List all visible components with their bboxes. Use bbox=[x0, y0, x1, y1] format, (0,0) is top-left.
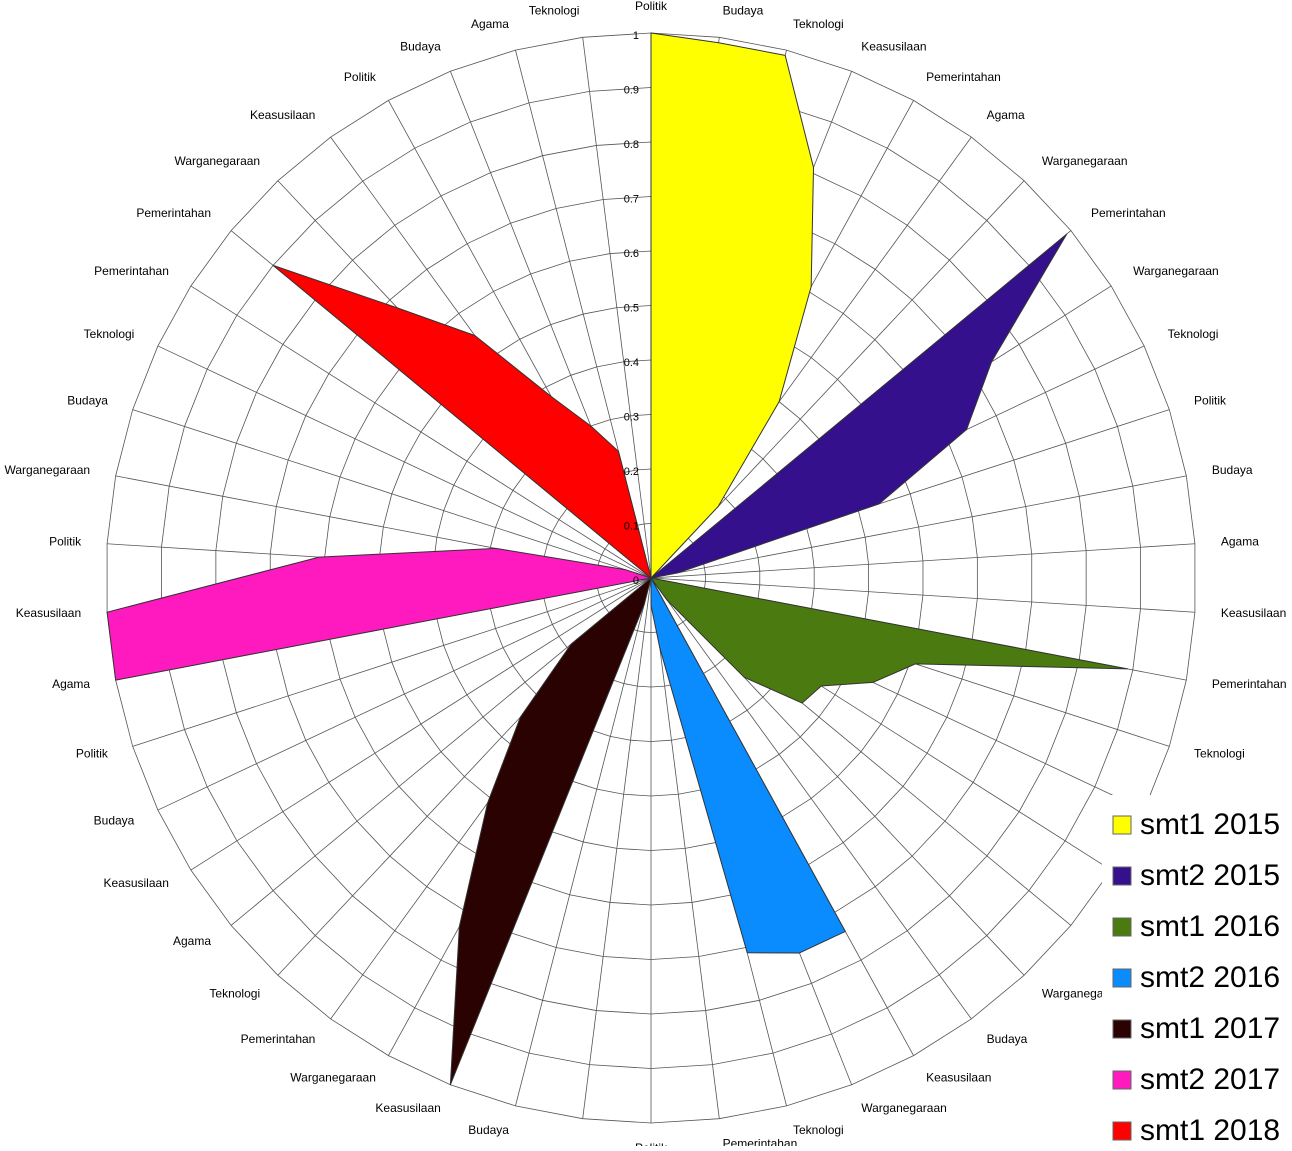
category-label: Budaya bbox=[987, 1032, 1028, 1046]
y-tick-label: 0 bbox=[633, 575, 639, 587]
y-tick-label: 0.5 bbox=[624, 302, 639, 314]
legend-swatch bbox=[1112, 1070, 1132, 1090]
y-tick-label: 0.6 bbox=[624, 248, 639, 260]
legend-label: smt1 2018 bbox=[1140, 1114, 1280, 1146]
series-area bbox=[650, 577, 1128, 704]
y-tick-label: 0.8 bbox=[624, 139, 639, 151]
y-tick-label: 0.2 bbox=[624, 466, 639, 478]
category-label: Politik bbox=[1194, 394, 1227, 408]
category-label: Budaya bbox=[94, 813, 135, 827]
legend-label: smt2 2015 bbox=[1140, 859, 1280, 892]
category-label: Politik bbox=[635, 1141, 668, 1146]
y-tick-label: 1 bbox=[633, 30, 639, 42]
spoke bbox=[650, 577, 1195, 613]
category-label: Agama bbox=[173, 934, 211, 948]
category-label: Politik bbox=[76, 747, 109, 761]
category-label: Warganegaraan bbox=[174, 154, 260, 168]
category-label: Keasusilaan bbox=[103, 876, 168, 890]
legend-label: smt2 2017 bbox=[1140, 1063, 1280, 1096]
category-label: Pemerintahan bbox=[241, 1032, 316, 1046]
legend-swatch bbox=[1112, 1121, 1132, 1141]
category-label: Teknologi bbox=[529, 4, 580, 18]
category-label: Teknologi bbox=[1194, 747, 1245, 761]
legend-swatch bbox=[1112, 866, 1132, 886]
spoke bbox=[132, 577, 652, 747]
category-label: Budaya bbox=[723, 4, 764, 18]
category-label: Keasusilaan bbox=[16, 606, 81, 620]
y-tick-label: 0.9 bbox=[624, 84, 639, 96]
legend-label: smt1 2016 bbox=[1140, 910, 1280, 943]
category-label: Warganegaraan bbox=[1133, 264, 1219, 278]
category-label: Pemerintahan bbox=[723, 1137, 798, 1146]
legend-swatch bbox=[1112, 968, 1132, 988]
series-area bbox=[449, 577, 652, 1086]
spoke bbox=[650, 475, 1187, 579]
series-area bbox=[650, 233, 1068, 579]
legend-swatch bbox=[1112, 1019, 1132, 1039]
category-label: Pemerintahan bbox=[136, 206, 211, 220]
category-label: Keasusilaan bbox=[375, 1101, 440, 1115]
spoke bbox=[157, 577, 652, 811]
category-label: Budaya bbox=[400, 39, 441, 53]
category-label: Agama bbox=[987, 108, 1025, 122]
category-label: Teknologi bbox=[1168, 327, 1219, 341]
spoke bbox=[157, 345, 652, 579]
category-label: Warganegaraan bbox=[861, 1101, 947, 1115]
series-area bbox=[650, 32, 815, 579]
spoke bbox=[515, 577, 652, 1106]
category-label: Agama bbox=[1221, 534, 1259, 548]
spoke bbox=[582, 37, 652, 579]
category-label: Pemerintahan bbox=[94, 264, 169, 278]
spoke bbox=[190, 285, 652, 579]
category-label: Budaya bbox=[67, 394, 108, 408]
category-label: Keasusilaan bbox=[861, 39, 926, 53]
y-tick-label: 0.4 bbox=[624, 357, 639, 369]
category-label: Politik bbox=[635, 0, 668, 13]
category-label: Teknologi bbox=[209, 986, 260, 1000]
series-area bbox=[272, 264, 652, 579]
category-label: Warganegaraan bbox=[1042, 154, 1128, 168]
series-area bbox=[650, 577, 846, 954]
y-tick-label: 0.7 bbox=[624, 193, 639, 205]
category-label: Budaya bbox=[468, 1123, 509, 1137]
legend-swatch bbox=[1112, 917, 1132, 937]
category-label: Keasusilaan bbox=[926, 1071, 991, 1085]
category-label: Politik bbox=[344, 70, 377, 84]
spoke bbox=[132, 409, 652, 579]
category-label: Keasusilaan bbox=[1221, 606, 1286, 620]
spoke bbox=[650, 577, 720, 1119]
spoke bbox=[650, 543, 1195, 579]
spoke bbox=[190, 577, 652, 871]
spoke bbox=[650, 577, 972, 1020]
category-label: Agama bbox=[52, 677, 90, 691]
category-label: Warganegaraan bbox=[290, 1071, 376, 1085]
series-area bbox=[106, 547, 652, 681]
legend-label: smt2 2016 bbox=[1140, 961, 1280, 994]
category-label: Teknologi bbox=[84, 327, 135, 341]
category-label: Pemerintahan bbox=[1091, 206, 1166, 220]
category-label: Warganegaraan bbox=[4, 463, 90, 477]
legend-swatch bbox=[1112, 815, 1132, 835]
category-label: Teknologi bbox=[793, 1123, 844, 1137]
category-label: Pemerintahan bbox=[926, 70, 1001, 84]
legend-label: smt1 2017 bbox=[1140, 1012, 1280, 1045]
category-label: Teknologi bbox=[793, 17, 844, 31]
y-tick-label: 0.1 bbox=[624, 520, 639, 532]
spoke bbox=[582, 577, 652, 1119]
legend-box bbox=[1102, 795, 1292, 1146]
category-label: Pemerintahan bbox=[1212, 677, 1287, 691]
category-label: Politik bbox=[49, 534, 82, 548]
category-label: Agama bbox=[471, 17, 509, 31]
legend-label: smt1 2015 bbox=[1140, 808, 1280, 841]
y-tick-label: 0.3 bbox=[624, 411, 639, 423]
category-label: Budaya bbox=[1212, 463, 1253, 477]
category-label: Keasusilaan bbox=[250, 108, 315, 122]
